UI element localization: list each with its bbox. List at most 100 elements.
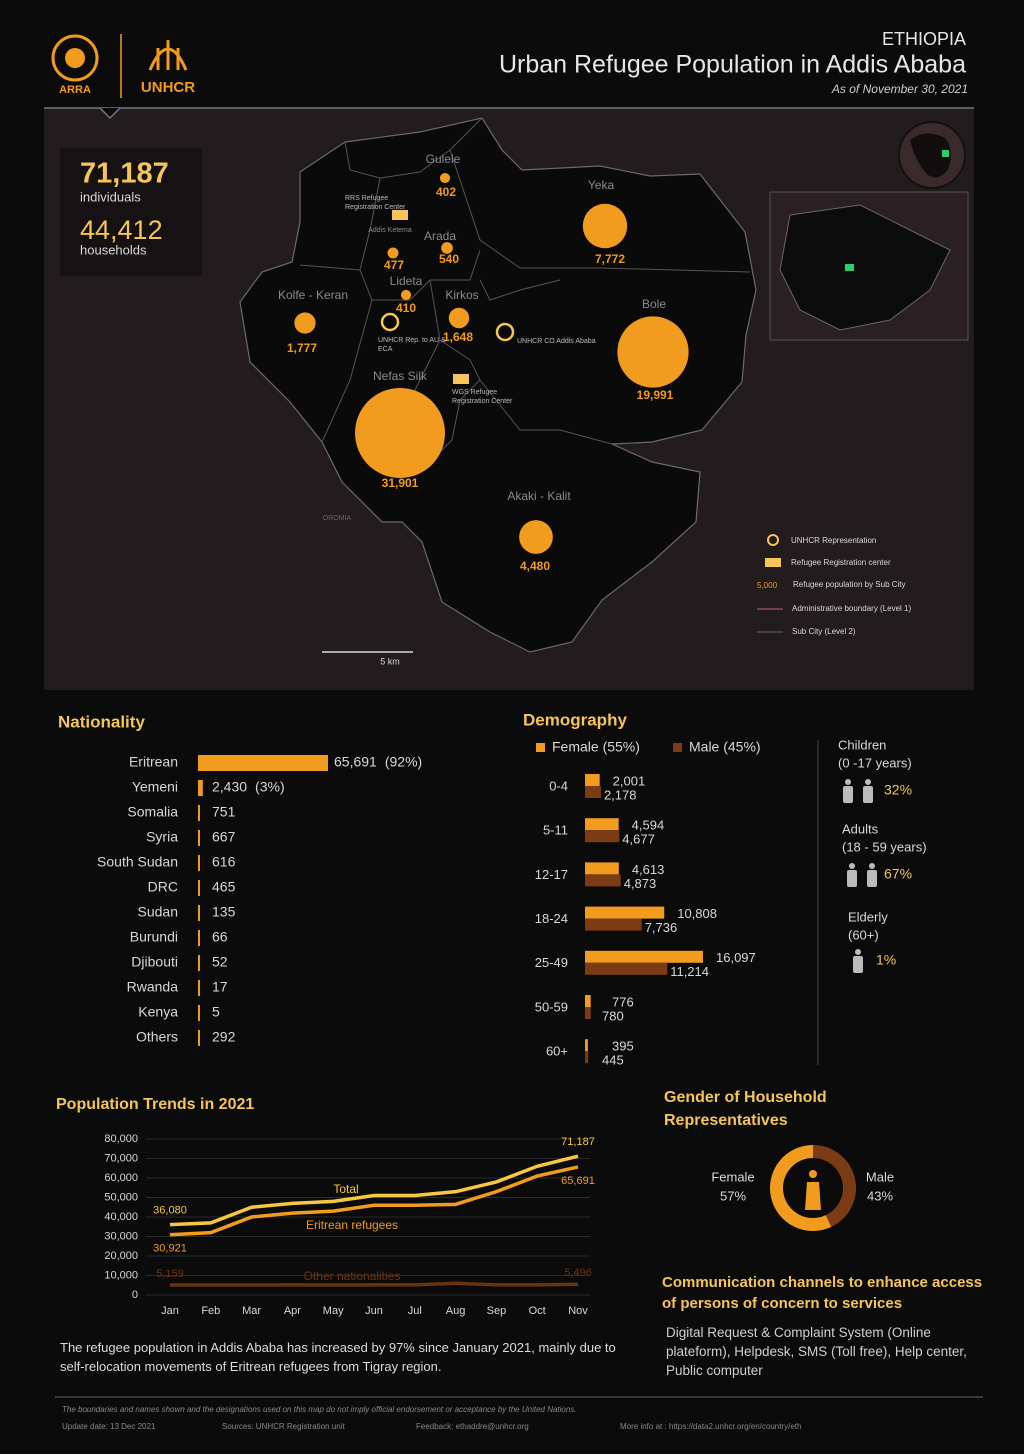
- section-title: Nationality: [58, 712, 145, 731]
- subcity-value: 31,901: [382, 476, 419, 490]
- bar: [585, 1007, 591, 1019]
- person-icon: [867, 870, 877, 887]
- bar: [585, 1051, 588, 1063]
- footer-text: Feedback: ethaddre@unhcr.org: [416, 1422, 529, 1431]
- person-icon: [855, 949, 861, 955]
- legend-icon: [765, 558, 781, 567]
- subcity-value: 402: [436, 185, 456, 199]
- category-label: Burundi: [130, 929, 178, 945]
- bar: [198, 805, 199, 821]
- subcity-name: Yeka: [588, 178, 615, 192]
- bar: [585, 1039, 588, 1051]
- value-label: 2,001: [613, 773, 646, 788]
- category-label: 0-4: [549, 778, 568, 793]
- value-label: 4,594: [632, 818, 665, 833]
- bar: [585, 830, 619, 842]
- value-label: 395: [612, 1039, 634, 1054]
- note: The refugee population in Addis Ababa ha…: [60, 1338, 630, 1376]
- category-label: Kenya: [138, 1004, 178, 1020]
- facility-label-box: UNHCR Rep. to AU & ECA: [378, 336, 458, 360]
- value-label: 5: [212, 1004, 220, 1020]
- legend-label: UNHCR Representation: [791, 536, 876, 545]
- value-label: 445: [602, 1053, 624, 1068]
- value-label: 135: [212, 904, 236, 920]
- facility-label: UNHCR CO Addis Ababa: [517, 337, 597, 346]
- x-tick-label: Jun: [365, 1305, 383, 1317]
- title: Urban Refugee Population in Addis Ababa: [499, 51, 966, 79]
- bar: [585, 919, 642, 931]
- value-label: 36,080: [153, 1205, 187, 1217]
- population-bubble: [387, 247, 398, 258]
- donut-icon: [809, 1170, 817, 1178]
- population-bubble: [617, 316, 688, 387]
- category-label: Eritrean: [129, 754, 178, 770]
- series-label: Eritrean refugees: [306, 1218, 398, 1232]
- logo-mark: [65, 48, 85, 68]
- subcity-value: 540: [439, 252, 459, 266]
- category-label: 12-17: [535, 867, 568, 882]
- value-label: 30,921: [153, 1243, 187, 1255]
- value-label: 2,430: [212, 779, 247, 795]
- legend-label: Refugee Registration center: [791, 558, 891, 567]
- subcity-value: 410: [396, 301, 416, 315]
- x-tick-label: Jan: [161, 1305, 179, 1317]
- value-label: 57%: [720, 1188, 746, 1203]
- share-label: (3%): [255, 779, 285, 795]
- x-tick-label: Mar: [242, 1305, 261, 1317]
- communication-title-box: Communication channels to enhance access…: [662, 1272, 992, 1320]
- communication-title: Communication channels to enhance access…: [662, 1272, 992, 1314]
- value-label: 5,159: [156, 1268, 184, 1280]
- person-icon: [865, 779, 871, 785]
- bar: [198, 880, 199, 896]
- logo-text: UNHCR: [141, 79, 195, 96]
- x-tick-label: Oct: [529, 1305, 546, 1317]
- population-bubble: [401, 290, 411, 300]
- group-share: 32%: [884, 782, 912, 798]
- value-label: 2,178: [604, 787, 637, 802]
- value-label: 16,097: [716, 950, 756, 965]
- group-range: (60+): [848, 927, 879, 942]
- subcity-name: Lideta: [390, 274, 423, 288]
- region-label: OROMIA: [323, 515, 352, 522]
- y-tick-label: 20,000: [104, 1250, 138, 1262]
- facility-label: UNHCR Rep. to AU & ECA: [378, 336, 458, 354]
- subcity-value: 7,772: [595, 252, 625, 266]
- category-label: Syria: [146, 829, 178, 845]
- subcity-value: 477: [384, 258, 404, 272]
- communication-body-box: Digital Request & Complaint System (Onli…: [666, 1323, 986, 1387]
- population-bubble: [583, 204, 627, 248]
- population-bubble: [355, 388, 445, 478]
- facility-label: WGS Refugee Registration Center: [452, 388, 532, 406]
- population-bubble: [449, 308, 469, 328]
- subcity-name: Kirkos: [445, 288, 478, 302]
- x-tick-label: May: [323, 1305, 344, 1317]
- series-label: Other nationalities: [304, 1269, 401, 1283]
- bar: [585, 995, 591, 1007]
- x-tick-label: Aug: [446, 1305, 466, 1317]
- subcity-name: Kolfe - Keran: [278, 288, 348, 302]
- bar: [198, 780, 203, 796]
- group-name: Elderly: [848, 909, 888, 924]
- value-label: 4,873: [624, 876, 657, 891]
- bar: [585, 774, 600, 786]
- value-label: 751: [212, 804, 236, 820]
- donut-icon: [805, 1182, 821, 1210]
- category-label: 5-11: [543, 823, 568, 838]
- category-label: DRC: [148, 879, 178, 895]
- donut-title-box: Gender of Household Representatives: [664, 1086, 884, 1138]
- bar: [585, 818, 619, 830]
- category-label: Somalia: [127, 804, 178, 820]
- group-name: Children: [838, 737, 886, 752]
- subcity-name: Nefas Silk: [373, 369, 428, 383]
- disclaimer: The boundaries and names shown and the d…: [62, 1405, 577, 1414]
- legend-sample: 5,000: [757, 581, 778, 590]
- facility-label: RRS Refugee Registration Center: [345, 194, 425, 212]
- date: As of November 30, 2021: [831, 82, 968, 96]
- category-label: Male: [866, 1169, 894, 1184]
- facility-label-box: UNHCR CO Addis Ababa: [517, 337, 597, 361]
- y-tick-label: 60,000: [104, 1172, 138, 1184]
- legend-label: Refugee population by Sub City: [793, 580, 906, 589]
- logo-text: ARRA: [59, 84, 91, 96]
